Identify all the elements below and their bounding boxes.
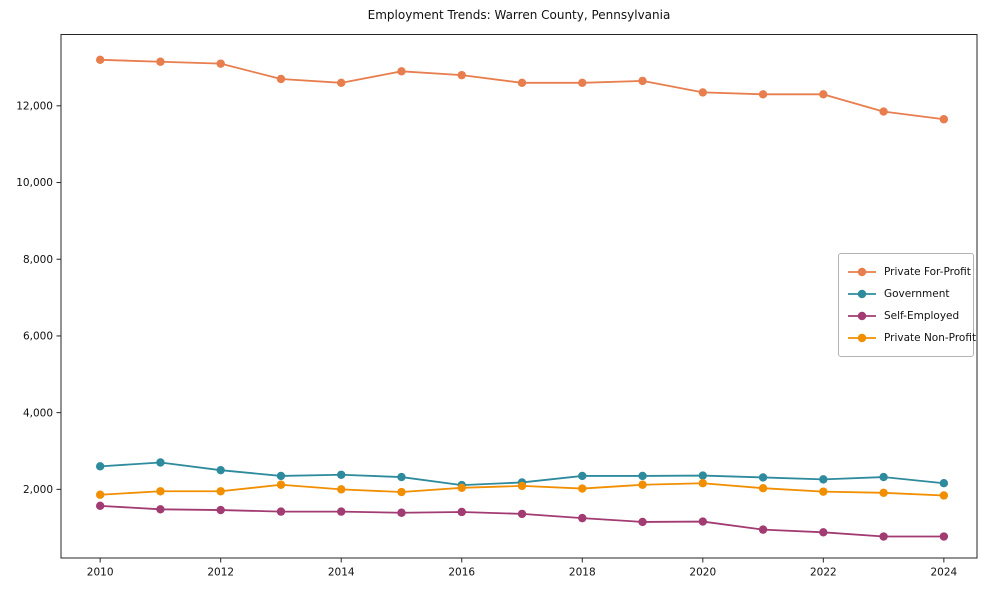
data-point-marker bbox=[638, 480, 647, 489]
data-point-marker bbox=[819, 528, 828, 537]
data-point-marker bbox=[156, 458, 165, 467]
chart-title: Employment Trends: Warren County, Pennsy… bbox=[367, 8, 671, 22]
data-point-marker bbox=[638, 76, 647, 86]
data-point-marker bbox=[939, 115, 949, 124]
data-point-marker bbox=[939, 491, 949, 500]
data-point-marker bbox=[758, 90, 768, 99]
data-point-marker bbox=[939, 532, 949, 541]
data-point-marker bbox=[758, 484, 768, 493]
data-point-marker bbox=[95, 501, 105, 511]
legend-line-marker-icon bbox=[848, 267, 876, 277]
data-point-marker bbox=[95, 462, 105, 471]
legend-label: Private Non-Profit bbox=[884, 332, 977, 344]
data-point-marker bbox=[216, 505, 225, 515]
data-point-marker bbox=[879, 488, 888, 498]
data-point-marker bbox=[819, 487, 828, 496]
data-point-marker bbox=[758, 473, 768, 482]
legend-line-marker-icon bbox=[848, 289, 876, 299]
data-point-marker bbox=[397, 487, 406, 497]
data-point-marker bbox=[337, 485, 346, 494]
data-point-marker bbox=[457, 70, 466, 80]
data-point-marker bbox=[578, 484, 587, 493]
data-point-marker bbox=[95, 490, 105, 499]
data-point-marker bbox=[156, 487, 165, 496]
legend: Private For-Profit Government Self-Employe… bbox=[838, 253, 976, 357]
x-tick-label: 2020 bbox=[689, 567, 716, 579]
data-point-marker bbox=[638, 517, 647, 527]
data-point-marker bbox=[457, 507, 466, 517]
plot-frame bbox=[60, 34, 978, 559]
data-point-marker bbox=[276, 74, 286, 84]
data-point-marker bbox=[216, 59, 225, 68]
y-tick-label: 10,000 bbox=[16, 177, 53, 189]
legend-line-marker-icon bbox=[848, 311, 876, 321]
data-point-marker bbox=[698, 88, 708, 97]
data-point-marker bbox=[156, 57, 165, 66]
data-point-marker bbox=[698, 479, 708, 488]
legend-label: Self-Employed bbox=[884, 310, 960, 322]
data-point-marker bbox=[276, 471, 286, 481]
legend-label: Private For-Profit bbox=[884, 266, 971, 278]
data-point-marker bbox=[517, 78, 527, 88]
data-point-marker bbox=[276, 507, 286, 516]
data-point-marker bbox=[337, 507, 346, 516]
legend-item: Government bbox=[847, 283, 964, 305]
data-point-marker bbox=[397, 508, 406, 517]
data-point-marker bbox=[397, 67, 406, 76]
x-tick-label: 2018 bbox=[569, 567, 596, 579]
data-point-marker bbox=[397, 472, 406, 482]
y-tick-label: 12,000 bbox=[16, 101, 53, 113]
x-tick-label: 2016 bbox=[448, 567, 475, 579]
data-point-marker bbox=[337, 470, 346, 479]
x-tick-label: 2022 bbox=[810, 567, 837, 579]
legend-line-marker-icon bbox=[848, 333, 876, 343]
legend-item: Private For-Profit bbox=[847, 261, 971, 283]
y-tick-label: 4,000 bbox=[23, 407, 53, 419]
x-tick-label: 2012 bbox=[207, 567, 234, 579]
data-point-marker bbox=[758, 525, 768, 534]
y-tick-label: 2,000 bbox=[23, 484, 53, 496]
data-point-marker bbox=[578, 471, 587, 481]
data-point-marker bbox=[819, 90, 828, 99]
legend-label: Government bbox=[884, 288, 950, 300]
data-point-marker bbox=[337, 78, 346, 88]
data-point-marker bbox=[578, 513, 587, 523]
x-tick-label: 2024 bbox=[930, 567, 957, 579]
series-line bbox=[100, 58, 944, 121]
x-tick-label: 2010 bbox=[87, 567, 114, 579]
data-point-marker bbox=[819, 475, 828, 484]
data-point-marker bbox=[698, 471, 708, 480]
data-point-marker bbox=[879, 532, 888, 541]
data-point-marker bbox=[216, 465, 225, 475]
data-point-marker bbox=[879, 107, 888, 116]
legend-item: Private Non-Profit bbox=[847, 327, 976, 349]
data-point-marker bbox=[457, 483, 466, 493]
data-point-marker bbox=[578, 78, 587, 88]
y-tick-label: 8,000 bbox=[23, 254, 53, 266]
data-point-marker bbox=[638, 471, 647, 481]
legend-item: Self-Employed bbox=[847, 305, 964, 327]
y-tick-label: 6,000 bbox=[23, 331, 53, 343]
data-point-marker bbox=[879, 472, 888, 482]
data-point-marker bbox=[276, 480, 286, 489]
data-point-marker bbox=[698, 517, 708, 526]
data-point-marker bbox=[156, 505, 165, 514]
x-tick-label: 2014 bbox=[328, 567, 355, 579]
data-point-marker bbox=[517, 509, 527, 519]
data-point-marker bbox=[939, 479, 949, 488]
data-point-marker bbox=[517, 481, 527, 491]
data-point-marker bbox=[216, 487, 225, 496]
data-point-marker bbox=[95, 55, 105, 65]
